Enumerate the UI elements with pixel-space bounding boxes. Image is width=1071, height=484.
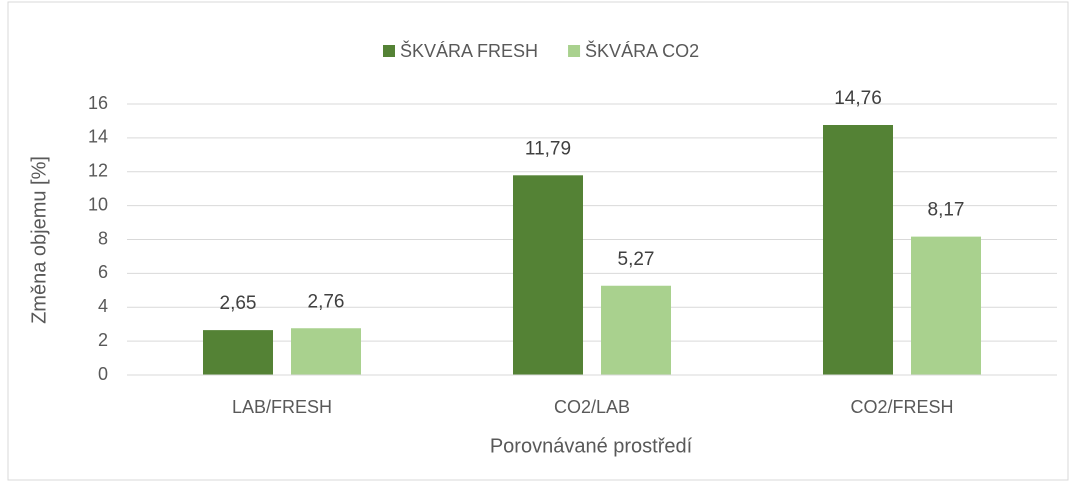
bar [601,285,671,375]
x-tick-label: CO2/FRESH [850,397,953,417]
y-tick-label: 8 [98,228,108,248]
legend-label: ŠKVÁRA FRESH [400,40,538,61]
data-label: 2,76 [308,291,345,312]
legend-swatch [568,45,581,57]
y-tick-label: 12 [88,161,108,181]
legend-swatch [383,45,395,57]
y-tick-label: 2 [98,330,108,350]
bar [823,125,893,375]
bar [513,175,583,375]
x-tick-label: LAB/FRESH [232,397,332,417]
data-label: 11,79 [525,138,571,159]
data-label: 5,27 [618,249,655,270]
data-label: 14,76 [834,88,882,109]
y-tick-label: 4 [98,296,108,316]
bar [291,328,361,375]
y-tick-label: 10 [88,194,108,214]
y-axis-title: Změna objemu [%] [28,156,50,324]
data-label: 2,65 [220,293,257,314]
x-tick-label: CO2/LAB [554,397,630,417]
y-tick-label: 6 [98,262,108,282]
y-tick-label: 0 [98,364,108,384]
bar [203,330,273,375]
x-axis-title: Porovnávané prostředí [490,435,693,457]
y-tick-label: 14 [88,127,108,147]
legend-label: ŠKVÁRA CO2 [585,40,699,61]
bar [911,236,981,375]
y-tick-label: 16 [88,93,108,113]
data-label: 8,17 [928,200,965,221]
